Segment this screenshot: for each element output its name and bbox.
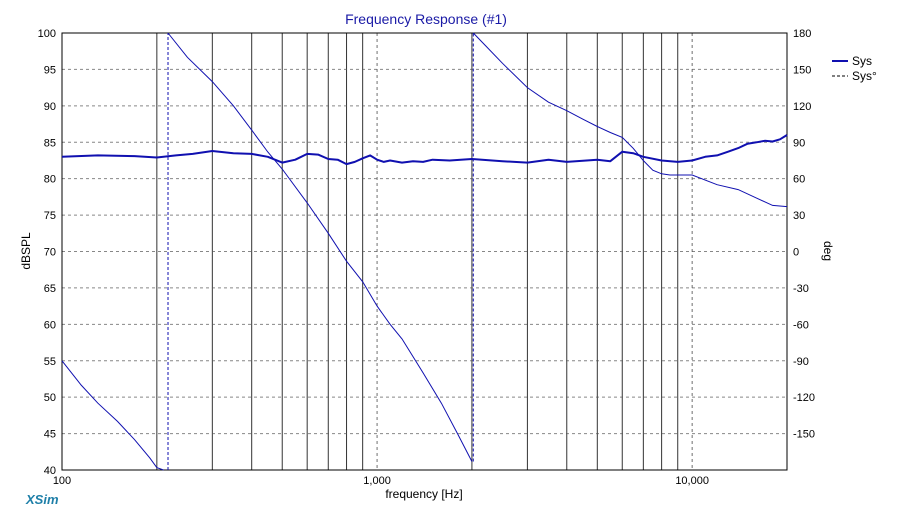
- y-tick-label: 55: [44, 356, 56, 368]
- y2-tick-label: 90: [793, 137, 805, 149]
- y-tick-label: 80: [44, 174, 56, 186]
- y-tick-label: 65: [44, 283, 56, 295]
- y-tick-label: 45: [44, 429, 56, 441]
- y2-tick-label: -120: [793, 392, 815, 404]
- y2-tick-label: 60: [793, 174, 805, 186]
- xsim-logo: XSim: [25, 492, 59, 507]
- tick-labels: 40 45 50 55 60 65 70 75 80 85 90 95 100 -150 -120 -90 -6…: [38, 28, 815, 487]
- y2-tick-label: 30: [793, 210, 805, 222]
- legend-label-sys: Sys: [852, 54, 872, 68]
- y-axis-label: dBSPL: [19, 232, 33, 270]
- y-tick-label: 60: [44, 319, 56, 331]
- y2-tick-label: 150: [793, 64, 811, 76]
- series-layer: [61, 32, 788, 471]
- grid: [61, 33, 788, 470]
- x-tick-label: 100: [53, 475, 71, 487]
- y-tick-label: 70: [44, 247, 56, 259]
- y2-tick-label: 120: [793, 101, 811, 113]
- y-tick-label: 100: [38, 28, 56, 40]
- y2-tick-label: 0: [793, 247, 799, 259]
- legend-label-sys-phase: Sys°: [852, 69, 877, 83]
- series-line-sys-phase: [472, 32, 788, 208]
- series-line-sys: [61, 134, 788, 166]
- y2-tick-label: -30: [793, 283, 809, 295]
- x-axis-label: frequency [Hz]: [385, 487, 462, 501]
- y-tick-label: 50: [44, 392, 56, 404]
- y2-tick-label: -90: [793, 356, 809, 368]
- y-tick-label: 75: [44, 210, 56, 222]
- y-tick-label: 95: [44, 64, 56, 76]
- y-tick-label: 90: [44, 101, 56, 113]
- series-line-sys-phase: [167, 32, 473, 462]
- y-tick-label: 85: [44, 137, 56, 149]
- y2-tick-label: -150: [793, 429, 815, 441]
- y2-axis-label: deg: [821, 241, 835, 261]
- y2-tick-label: -60: [793, 319, 809, 331]
- legend: Sys Sys°: [832, 54, 877, 83]
- series-line-sys-phase: [61, 360, 164, 471]
- plot-frame: [61, 32, 788, 471]
- y-tick-label: 40: [44, 465, 56, 477]
- x-tick-label: 10,000: [675, 475, 709, 487]
- chart-title: Frequency Response (#1): [345, 11, 507, 27]
- y2-tick-label: 180: [793, 28, 811, 40]
- x-tick-label: 1,000: [363, 475, 391, 487]
